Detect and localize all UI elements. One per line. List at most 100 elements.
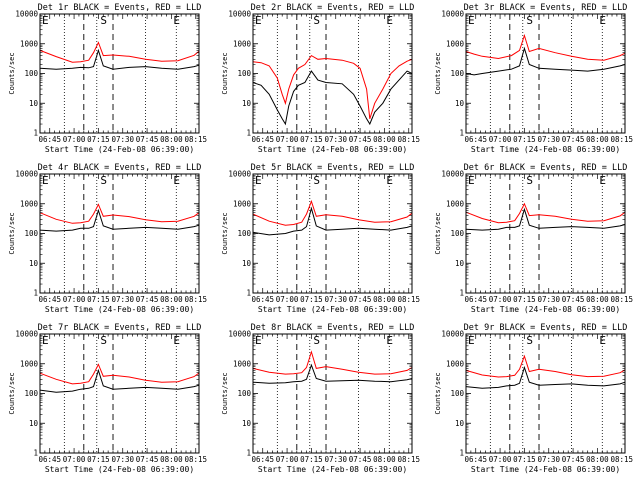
y-axis-label: Counts/sec xyxy=(434,212,442,254)
panel-title: Det 3r BLACK = Events, RED = LLD xyxy=(464,3,628,13)
marker-e: E xyxy=(255,334,262,347)
y-tick-label: 100 xyxy=(450,229,464,238)
x-axis-label: Start Time (24-Feb-08 06:39:00) xyxy=(258,465,407,474)
panel-title: Det 4r BLACK = Events, RED = LLD xyxy=(38,163,202,173)
y-axis-label: Counts/sec xyxy=(8,372,16,414)
series-line-lld xyxy=(39,41,200,63)
marker-s: S xyxy=(526,174,533,187)
y-tick-label: 10000 xyxy=(15,330,38,339)
y-tick-label: 100 xyxy=(450,389,464,398)
series-line-events xyxy=(465,365,626,389)
series-line-lld xyxy=(252,199,413,226)
marker-s: S xyxy=(313,14,320,27)
marker-s: S xyxy=(526,14,533,27)
panel-title: Det 7r BLACK = Events, RED = LLD xyxy=(38,323,202,333)
marker-e: E xyxy=(255,14,262,27)
series-line-lld xyxy=(39,363,200,385)
y-axis-label: Counts/sec xyxy=(221,372,229,414)
x-tick-label: 07:30 xyxy=(537,135,560,144)
plot-frame xyxy=(465,13,626,134)
x-tick-label: 07:00 xyxy=(489,455,512,464)
y-tick-label: 1 xyxy=(246,449,251,458)
y-tick-label: 100 xyxy=(24,229,38,238)
marker-e: E xyxy=(386,334,393,347)
marker-e: E xyxy=(255,174,262,187)
x-tick-label: 07:30 xyxy=(111,455,134,464)
x-tick-label: 07:15 xyxy=(300,135,323,144)
x-tick-label: 07:15 xyxy=(513,455,536,464)
series-line-events xyxy=(39,368,200,393)
x-tick-label: 06:45 xyxy=(38,135,61,144)
y-axis-label: Counts/sec xyxy=(221,212,229,254)
x-tick-label: 07:15 xyxy=(300,295,323,304)
panel-title: Det 9r BLACK = Events, RED = LLD xyxy=(464,323,628,333)
y-tick-label: 10 xyxy=(29,99,39,108)
marker-e: E xyxy=(386,174,393,187)
y-tick-label: 1 xyxy=(33,449,38,458)
y-tick-label: 10 xyxy=(29,419,39,428)
x-tick-label: 08:00 xyxy=(373,135,396,144)
x-tick-label: 07:45 xyxy=(349,135,372,144)
series-line-lld xyxy=(39,203,200,224)
series-line-lld xyxy=(465,33,626,61)
x-tick-label: 07:15 xyxy=(87,455,110,464)
x-tick-label: 06:45 xyxy=(464,135,487,144)
marker-e: E xyxy=(599,334,606,347)
x-tick-label: 07:45 xyxy=(136,135,159,144)
y-tick-label: 10000 xyxy=(441,170,464,179)
marker-s: S xyxy=(313,334,320,347)
x-tick-label: 08:00 xyxy=(586,295,609,304)
marker-e: E xyxy=(42,334,49,347)
marker-s: S xyxy=(100,14,107,27)
x-tick-label: 07:30 xyxy=(324,135,347,144)
marker-e: E xyxy=(599,14,606,27)
y-tick-label: 100 xyxy=(24,389,38,398)
y-axis-label: Counts/sec xyxy=(434,52,442,94)
x-tick-label: 06:45 xyxy=(251,135,274,144)
y-tick-label: 10000 xyxy=(228,10,251,19)
x-tick-label: 07:00 xyxy=(276,295,299,304)
x-tick-label: 07:00 xyxy=(63,135,86,144)
plot-frame xyxy=(39,13,200,134)
marker-e: E xyxy=(42,174,49,187)
x-tick-label: 07:45 xyxy=(136,295,159,304)
x-tick-label: 08:00 xyxy=(586,135,609,144)
x-tick-label: 08:00 xyxy=(373,455,396,464)
x-tick-label: 07:30 xyxy=(111,135,134,144)
marker-e: E xyxy=(42,14,49,27)
series-line-events xyxy=(252,206,413,236)
y-tick-label: 100 xyxy=(237,229,251,238)
x-tick-label: 07:00 xyxy=(63,295,86,304)
y-tick-label: 1000 xyxy=(233,39,252,48)
y-tick-label: 10000 xyxy=(15,170,38,179)
x-tick-label: 08:15 xyxy=(397,295,420,304)
x-tick-label: 06:45 xyxy=(464,455,487,464)
marker-e: E xyxy=(173,14,180,27)
x-tick-label: 07:45 xyxy=(562,295,585,304)
y-tick-label: 1 xyxy=(246,129,251,138)
x-tick-label: 07:00 xyxy=(489,295,512,304)
marker-s: S xyxy=(313,174,320,187)
y-tick-label: 10 xyxy=(242,419,252,428)
marker-e: E xyxy=(599,174,606,187)
y-axis-label: Counts/sec xyxy=(221,52,229,94)
y-axis-label: Counts/sec xyxy=(434,372,442,414)
x-tick-label: 08:15 xyxy=(610,135,633,144)
y-tick-label: 1000 xyxy=(20,359,39,368)
series-line-events xyxy=(465,46,626,76)
panel-title: Det 8r BLACK = Events, RED = LLD xyxy=(251,323,415,333)
y-tick-label: 1 xyxy=(33,129,38,138)
x-tick-label: 07:00 xyxy=(276,135,299,144)
marker-e: E xyxy=(468,334,475,347)
x-axis-label: Start Time (24-Feb-08 06:39:00) xyxy=(471,465,620,474)
y-tick-label: 100 xyxy=(450,69,464,78)
y-tick-label: 10000 xyxy=(15,10,38,19)
y-tick-label: 1000 xyxy=(446,359,465,368)
x-tick-label: 07:00 xyxy=(489,135,512,144)
marker-s: S xyxy=(526,334,533,347)
marker-e: E xyxy=(173,174,180,187)
panel-title: Det 5r BLACK = Events, RED = LLD xyxy=(251,163,415,173)
x-axis-label: Start Time (24-Feb-08 06:39:00) xyxy=(471,145,620,154)
